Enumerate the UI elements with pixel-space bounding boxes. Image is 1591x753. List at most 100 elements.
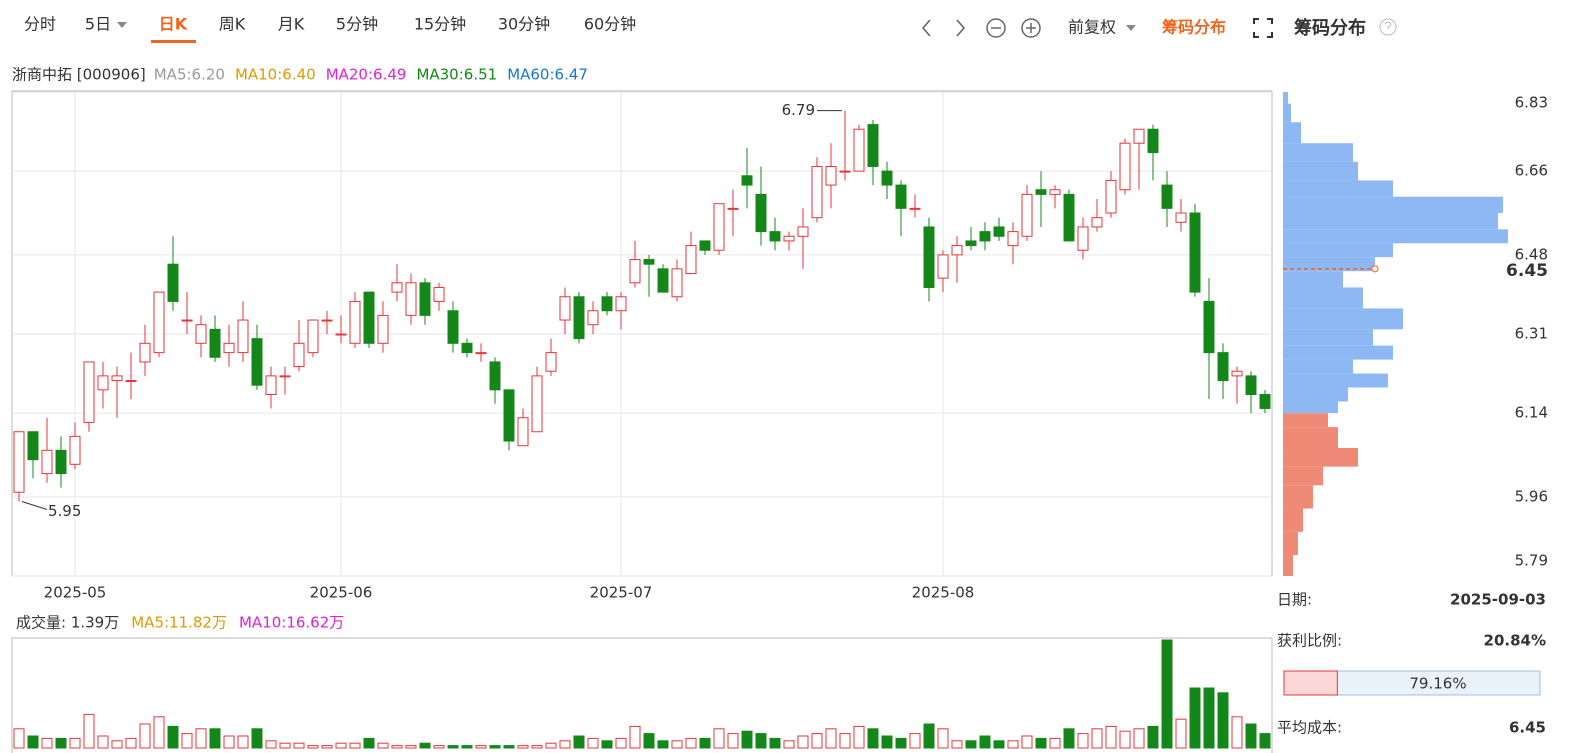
candle-body	[279, 375, 291, 378]
zoom-in-button[interactable]	[1021, 18, 1041, 38]
chip-bar	[1283, 92, 1288, 104]
candle-body	[531, 375, 543, 433]
chip-bar	[1283, 180, 1393, 197]
tab[interactable]: 5分钟	[336, 15, 378, 34]
candle-body	[727, 207, 739, 210]
volume-bar	[979, 735, 991, 749]
volume-bar	[83, 713, 95, 749]
dropdown-arrow[interactable]	[117, 22, 127, 28]
candle-body	[503, 389, 515, 442]
candle-body	[545, 352, 557, 372]
candle-body	[1231, 370, 1243, 377]
chip-title: 筹码分布	[1294, 17, 1366, 39]
candle-body	[1063, 193, 1075, 242]
volume-bar	[391, 745, 403, 749]
volume-bar	[867, 728, 879, 749]
tab[interactable]: 15分钟	[414, 15, 466, 34]
volume-bar	[475, 745, 487, 749]
volume-bar	[1231, 716, 1243, 749]
profit-value: 20.84%	[1484, 632, 1546, 650]
volume-bar	[195, 728, 207, 749]
volume-bar	[1245, 723, 1257, 749]
volume-bar	[951, 740, 963, 749]
candle-body	[1259, 394, 1271, 409]
volume-bar	[489, 745, 501, 749]
chip-bar	[1283, 413, 1328, 428]
candle-body	[27, 431, 39, 461]
chip-bar	[1283, 387, 1348, 402]
tab[interactable]: 5日	[85, 15, 111, 34]
volume-bar	[293, 742, 305, 749]
candle-body	[811, 165, 823, 219]
candle-body	[251, 338, 263, 386]
volume-bar	[1217, 692, 1229, 749]
candle-body	[433, 286, 445, 302]
volume-bar	[853, 725, 865, 749]
candle-body	[139, 342, 151, 363]
volume-bar	[447, 745, 459, 749]
volume-bar	[1147, 725, 1159, 749]
dropdown-arrow[interactable]	[1126, 25, 1136, 31]
tab[interactable]: 60分钟	[584, 15, 636, 34]
volume-bar	[671, 740, 683, 749]
chip-bar	[1283, 243, 1393, 258]
tab-active[interactable]: 日K	[159, 15, 188, 34]
volume-bar	[223, 735, 235, 749]
fullscreen-icon[interactable]	[1253, 18, 1273, 38]
volume-bar	[433, 745, 445, 749]
volume-bar	[321, 745, 333, 749]
candle-body	[69, 435, 81, 465]
candle-body	[909, 207, 921, 210]
volume-bar	[783, 740, 795, 749]
candle-body	[209, 328, 221, 358]
adjust-select[interactable]: 前复权	[1068, 18, 1116, 37]
tab-underline	[151, 40, 196, 43]
candle-body	[447, 310, 459, 344]
candle-body	[923, 226, 935, 288]
volume-bar	[209, 728, 221, 749]
ma-legend: MA60:6.47	[507, 66, 588, 84]
candle-body	[755, 193, 767, 233]
avg-cost-axis-label: 6.45	[1506, 261, 1548, 281]
tab[interactable]: 周K	[219, 15, 246, 34]
candle-body	[713, 203, 725, 251]
help-icon[interactable]	[1379, 18, 1397, 36]
volume-bar	[503, 745, 515, 749]
chip-bar	[1283, 427, 1338, 449]
volume-bar	[13, 728, 25, 749]
zoom-out-button[interactable]	[986, 18, 1006, 38]
loss-ratio: 79.16%	[1409, 675, 1466, 693]
volume-bar	[1161, 639, 1173, 749]
chip-bar	[1283, 359, 1353, 374]
candle-body	[769, 231, 781, 242]
candle-body	[741, 175, 753, 186]
chip-bar	[1283, 401, 1338, 414]
ma-legend: MA20:6.49	[326, 66, 407, 84]
candle-body	[783, 235, 795, 242]
tab[interactable]: 分时	[24, 15, 56, 34]
tab[interactable]: 月K	[278, 15, 305, 34]
candle-body	[1203, 300, 1215, 354]
volume-bar	[615, 737, 627, 749]
chip-bar	[1283, 229, 1508, 244]
volume-bar	[895, 737, 907, 749]
tab[interactable]: 30分钟	[498, 15, 550, 34]
candle-body	[937, 254, 949, 279]
volume-bar	[405, 745, 417, 749]
volume-bar	[769, 737, 781, 749]
volume-bar	[629, 725, 641, 749]
volume-bar	[111, 740, 123, 749]
volume-bar	[55, 737, 67, 749]
volume-legend: MA5:11.82万	[131, 614, 227, 632]
chip-link[interactable]: 筹码分布	[1162, 18, 1226, 37]
chip-bar	[1283, 373, 1388, 388]
prev-button[interactable]	[921, 19, 931, 37]
volume-bar	[307, 745, 319, 749]
next-button[interactable]	[956, 19, 966, 37]
candle-body	[1189, 212, 1201, 293]
candle-body	[517, 417, 529, 447]
chip-bar	[1283, 287, 1363, 309]
volume-bar	[153, 716, 165, 749]
volume-bar	[377, 742, 389, 749]
volume-bar	[727, 733, 739, 749]
